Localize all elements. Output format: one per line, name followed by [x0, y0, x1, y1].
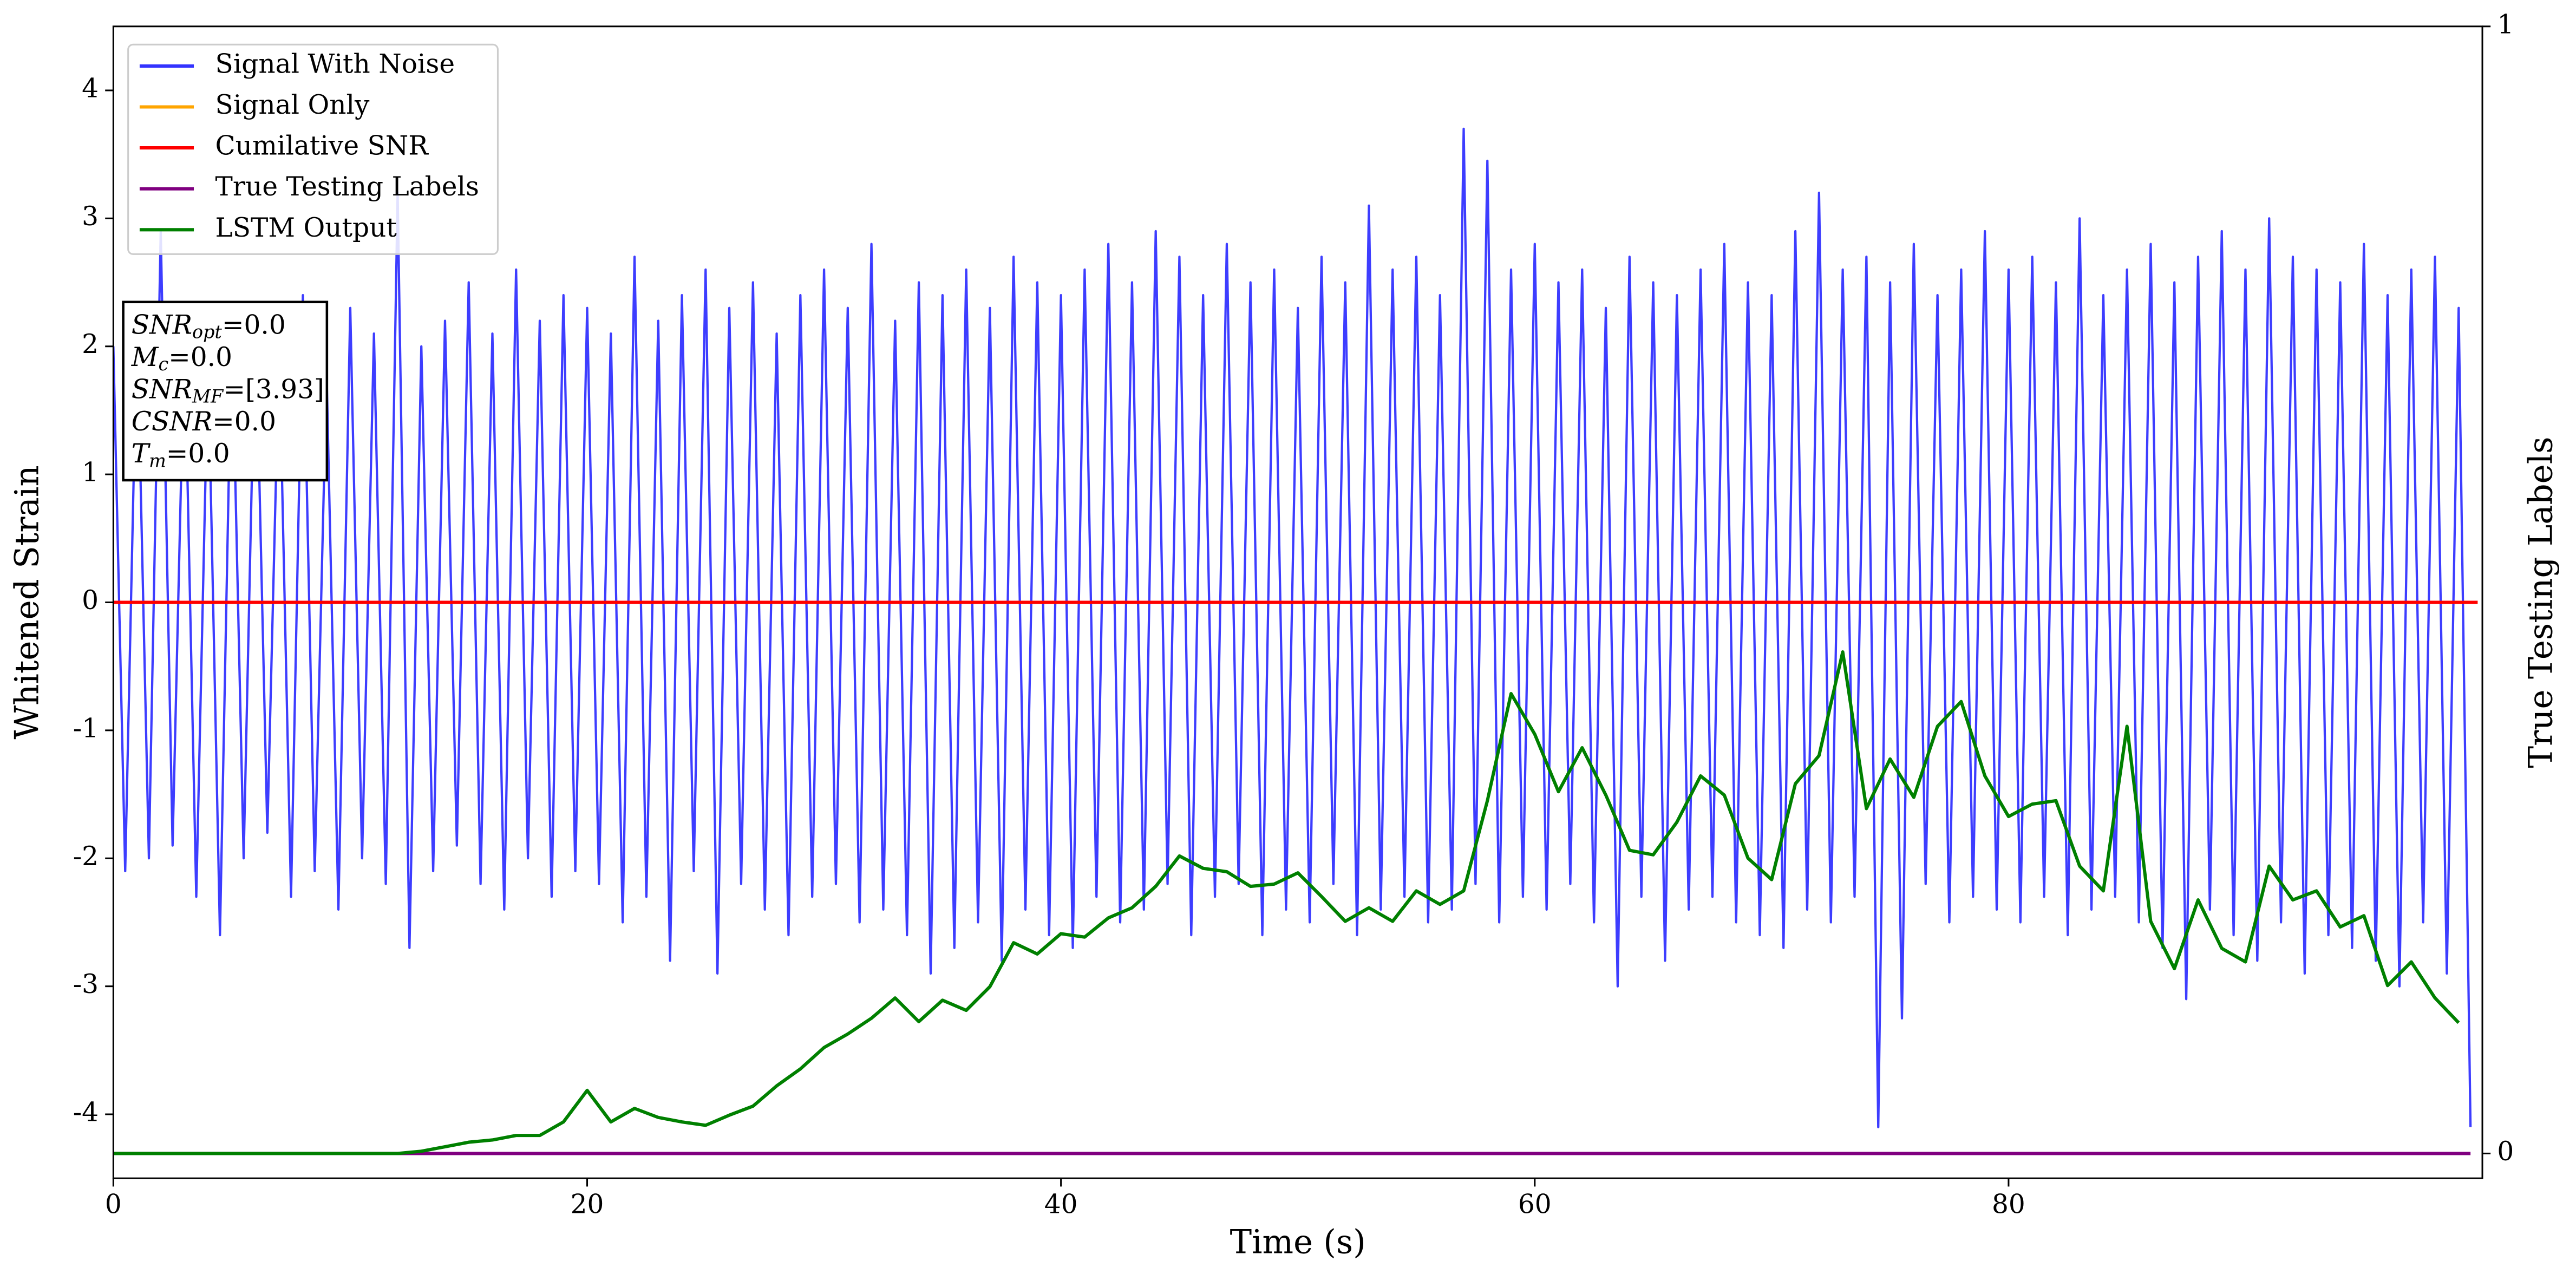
annotation-value: =[3.93]	[223, 374, 324, 404]
annotation-symbol: SNR	[132, 374, 192, 404]
x-axis-label: Time (s)	[1230, 1223, 1366, 1261]
annotation-subscript: opt	[192, 322, 222, 343]
legend-label: LSTM Output	[215, 213, 397, 243]
annotation-line: Tm=0.0	[132, 439, 230, 472]
legend-label: Signal With Noise	[215, 49, 455, 79]
y-tick-label: -2	[73, 841, 99, 872]
x-tick-label: 20	[571, 1189, 604, 1219]
legend-label: True Testing Labels	[215, 172, 479, 202]
annotation-line: SNRopt=0.0	[132, 310, 286, 343]
legend-label: Cumilative SNR	[215, 131, 429, 161]
x-tick-label: 40	[1044, 1189, 1078, 1219]
annotation-value: =0.0	[212, 406, 276, 436]
y2-tick-label: 0	[2497, 1136, 2514, 1167]
series-line	[113, 127, 2472, 1128]
annotation-subscript: c	[158, 354, 168, 375]
legend-label: Signal Only	[215, 90, 370, 120]
y-tick-label: -1	[73, 713, 99, 743]
y-axis-label: Whitened Strain	[9, 465, 47, 739]
legend-box	[127, 43, 499, 255]
annotation-line: SNRMF=[3.93]	[132, 374, 324, 407]
y-tick-label: -3	[73, 969, 99, 999]
annotation-subscript: m	[149, 450, 166, 471]
y-tick-label: 2	[82, 329, 99, 360]
annotation-box	[122, 300, 329, 482]
y-tick-label: 1	[82, 458, 99, 488]
plot-area	[113, 127, 2478, 1155]
y2-tick-label: 1	[2497, 9, 2514, 40]
annotation-symbol: T	[132, 439, 151, 469]
y-tick-label: 3	[82, 201, 99, 232]
y-tick-label: -4	[73, 1097, 99, 1127]
series-line	[113, 650, 2460, 1155]
annotation-symbol: CSNR	[132, 406, 212, 436]
y2-axis-label: True Testing Labels	[2522, 436, 2560, 768]
annotation-symbol: M	[131, 342, 159, 372]
annotation-line: CSNR=0.0	[132, 406, 276, 436]
annotation-value: =0.0	[166, 439, 230, 469]
annotation-value: =0.0	[222, 310, 286, 340]
annotation-value: =0.0	[168, 342, 232, 372]
annotation-symbol: SNR	[132, 310, 192, 340]
y-tick-label: 4	[82, 73, 99, 103]
annotation-line: Mc=0.0	[131, 342, 232, 375]
x-tick-label: 60	[1518, 1189, 1552, 1219]
x-tick-label: 0	[105, 1189, 122, 1219]
y-tick-label: 0	[82, 585, 99, 616]
x-tick-label: 80	[1992, 1189, 2025, 1219]
annotation-subscript: MF	[192, 386, 224, 407]
